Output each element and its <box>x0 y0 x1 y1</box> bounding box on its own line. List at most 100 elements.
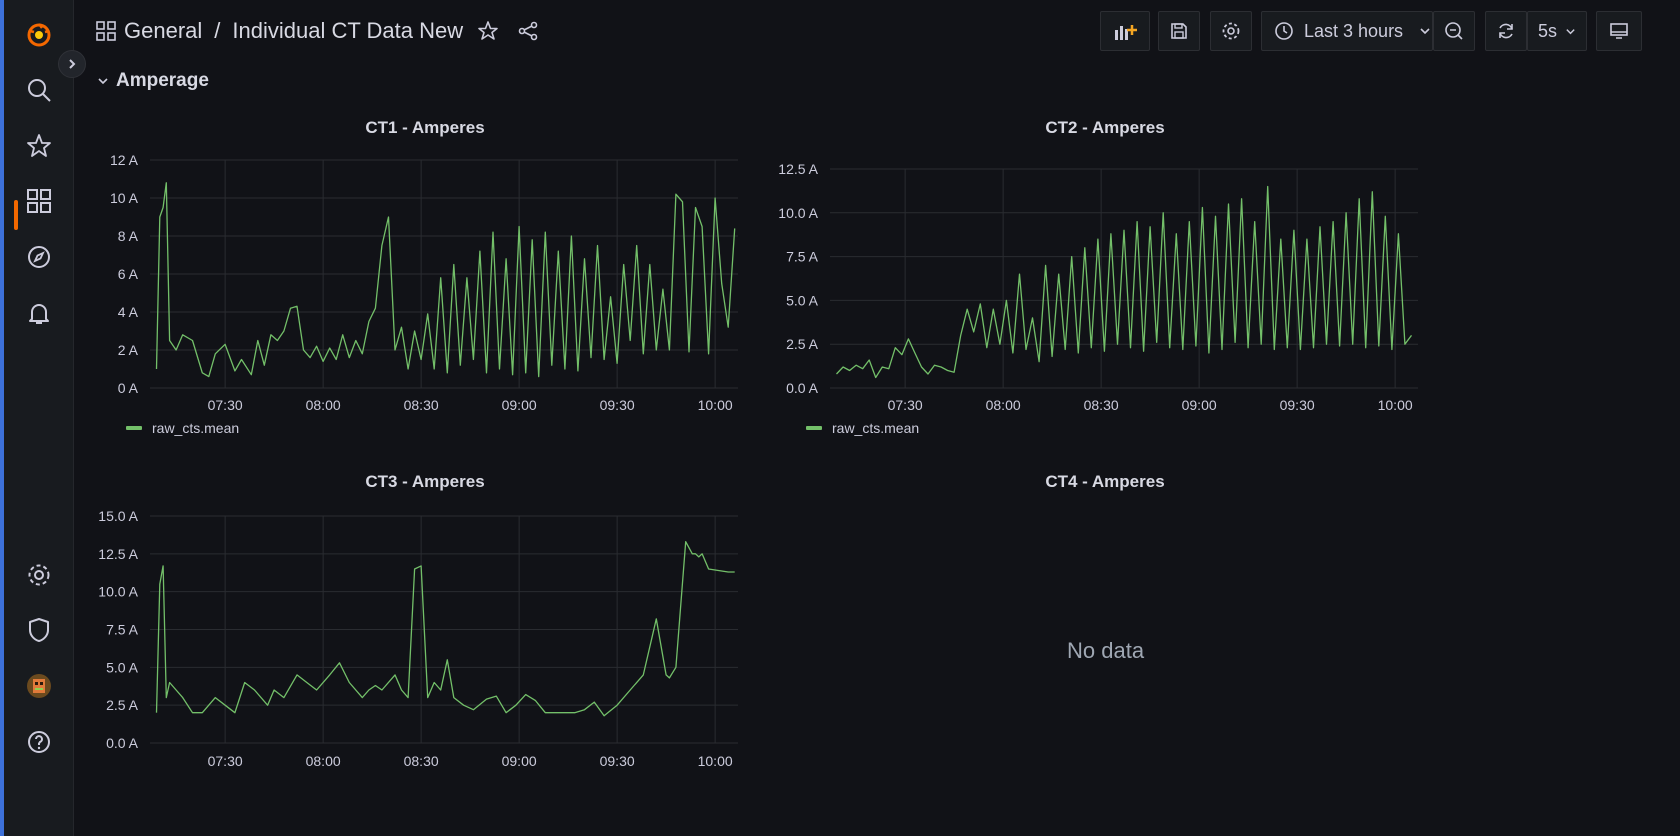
x-tick-label: 08:30 <box>1084 397 1119 413</box>
ct3-time-series-chart[interactable]: 0.0 A 2.5 A 5.0 A 7.5 A 10.0 A 12.5 A 15.0 A 07… <box>90 472 760 836</box>
y-tick-label: 0.0 A <box>106 735 139 751</box>
y-tick-label: 10.0 A <box>98 584 138 600</box>
x-tick-label: 08:30 <box>404 753 439 769</box>
dashboard-settings-button[interactable] <box>1210 11 1252 51</box>
left-accent-bar <box>0 0 4 836</box>
time-range-picker[interactable]: Last 3 hours <box>1261 11 1433 51</box>
breadcrumb-separator: / <box>214 18 221 43</box>
x-tick-label: 10:00 <box>698 753 733 769</box>
x-tick-label: 07:30 <box>888 397 923 413</box>
expand-menu-button[interactable] <box>58 50 86 78</box>
legend-item[interactable]: raw_cts.mean <box>126 420 239 436</box>
help-icon[interactable] <box>24 727 54 757</box>
alerting-icon[interactable] <box>24 298 54 328</box>
view-mode-button[interactable] <box>1596 11 1642 51</box>
panel-ct2[interactable]: CT2 - Amperes 0.0 A 2.5 A 5.0 A 7.5 A 10.0 A… <box>770 118 1670 468</box>
row-header[interactable]: Amperage <box>98 70 209 92</box>
x-tick-label: 08:00 <box>306 397 341 413</box>
star-icon[interactable] <box>24 131 54 161</box>
x-tick-label: 10:00 <box>698 397 733 413</box>
ct2-time-series-chart[interactable]: 0.0 A 2.5 A 5.0 A 7.5 A 10.0 A 12.5 A 07:30 08:… <box>770 118 1440 418</box>
y-tick-label: 12.5 A <box>778 161 818 177</box>
shield-icon[interactable] <box>24 615 54 645</box>
y-tick-label: 4 A <box>118 304 139 320</box>
panel-ct1[interactable]: CT1 - Amperes 0 A 2 A 4 A 6 A 8 A 10 A 12 A 07:… <box>90 118 760 468</box>
dashboards-icon[interactable] <box>24 186 54 216</box>
legend-item[interactable]: raw_cts.mean <box>806 420 919 436</box>
search-icon[interactable] <box>24 75 54 105</box>
y-tick-label: 8 A <box>118 228 139 244</box>
chevron-right-icon <box>69 59 76 69</box>
add-panel-icon <box>1115 25 1137 40</box>
y-tick-label: 5.0 A <box>786 292 819 308</box>
refresh-button[interactable] <box>1485 11 1527 51</box>
panel-title[interactable]: CT3 - Amperes <box>365 472 485 491</box>
explore-icon[interactable] <box>24 242 54 272</box>
x-tick-label: 09:00 <box>502 397 537 413</box>
no-data-message: No data <box>1067 638 1145 663</box>
refresh-interval-picker[interactable]: 5s <box>1527 11 1587 51</box>
legend-label: raw_cts.mean <box>152 420 240 436</box>
y-tick-label: 2 A <box>118 342 139 358</box>
add-panel-button[interactable] <box>1100 11 1150 51</box>
y-tick-label: 12.5 A <box>98 546 138 562</box>
time-range-label: Last 3 hours <box>1304 20 1404 41</box>
refresh-interval-label: 5s <box>1537 20 1557 41</box>
y-tick-label: 5.0 A <box>106 659 139 675</box>
x-tick-label: 09:30 <box>1280 397 1315 413</box>
zoom-out-icon <box>1445 22 1463 40</box>
refresh-icon <box>1499 23 1513 39</box>
settings-icon[interactable] <box>24 560 54 590</box>
dashboard-grid-icon <box>96 21 116 41</box>
y-tick-label: 2.5 A <box>786 336 819 352</box>
series-line-raw-cts-mean <box>836 185 1413 379</box>
y-tick-label: 7.5 A <box>786 249 819 265</box>
breadcrumb-folder[interactable]: General <box>124 18 203 43</box>
breadcrumb: General / Individual CT Data New <box>96 16 539 46</box>
chevron-down-icon <box>1566 28 1575 34</box>
panel-title[interactable]: CT1 - Amperes <box>365 118 485 137</box>
zoom-out-button[interactable] <box>1433 11 1475 51</box>
y-tick-label: 0.0 A <box>786 380 819 396</box>
legend-swatch <box>806 426 822 430</box>
x-tick-label: 08:30 <box>404 397 439 413</box>
favorite-star-icon[interactable] <box>477 20 499 42</box>
grafana-logo-icon[interactable] <box>24 20 54 50</box>
gear-icon <box>1222 22 1240 40</box>
x-tick-label: 07:30 <box>208 397 243 413</box>
monitor-icon <box>1610 23 1628 39</box>
share-icon[interactable] <box>517 20 539 42</box>
series-line-raw-cts-mean <box>155 182 736 378</box>
x-tick-label: 08:00 <box>306 753 341 769</box>
panel-ct4[interactable]: CT4 - Amperes No data <box>770 472 1440 836</box>
dashboard-title[interactable]: Individual CT Data New <box>232 18 464 43</box>
legend-swatch <box>126 426 142 430</box>
x-tick-label: 09:00 <box>502 753 537 769</box>
legend-label: raw_cts.mean <box>832 420 920 436</box>
panel-ct3[interactable]: CT3 - Amperes 0.0 A 2.5 A 5.0 A 7.5 A 10.0 A… <box>90 472 760 836</box>
clock-icon <box>1275 22 1293 40</box>
save-dashboard-button[interactable] <box>1158 11 1200 51</box>
y-tick-label: 2.5 A <box>106 697 139 713</box>
series-line-raw-cts-mean <box>155 541 735 717</box>
x-tick-label: 09:30 <box>600 397 635 413</box>
active-indicator <box>14 200 18 230</box>
y-tick-label: 15.0 A <box>98 508 138 524</box>
y-tick-label: 0 A <box>118 380 139 396</box>
x-tick-label: 09:30 <box>600 753 635 769</box>
y-tick-label: 10.0 A <box>778 205 818 221</box>
panel-title[interactable]: CT2 - Amperes <box>1045 118 1165 137</box>
avatar[interactable] <box>24 671 54 701</box>
x-tick-label: 10:00 <box>1378 397 1413 413</box>
ct1-time-series-chart[interactable]: 0 A 2 A 4 A 6 A 8 A 10 A 12 A 07:30 08:00 08:30 09… <box>90 118 760 418</box>
x-tick-label: 09:00 <box>1182 397 1217 413</box>
x-tick-label: 07:30 <box>208 753 243 769</box>
chevron-down-icon <box>1420 28 1430 35</box>
save-icon <box>1171 23 1187 39</box>
y-tick-label: 7.5 A <box>106 622 139 638</box>
side-menu <box>4 0 74 836</box>
y-tick-label: 12 A <box>110 152 139 168</box>
chevron-down-icon <box>98 78 108 85</box>
dashboard-navbar: General / Individual CT Data New Last 3 h… <box>74 0 1680 62</box>
panel-title[interactable]: CT4 - Amperes <box>1045 472 1165 491</box>
